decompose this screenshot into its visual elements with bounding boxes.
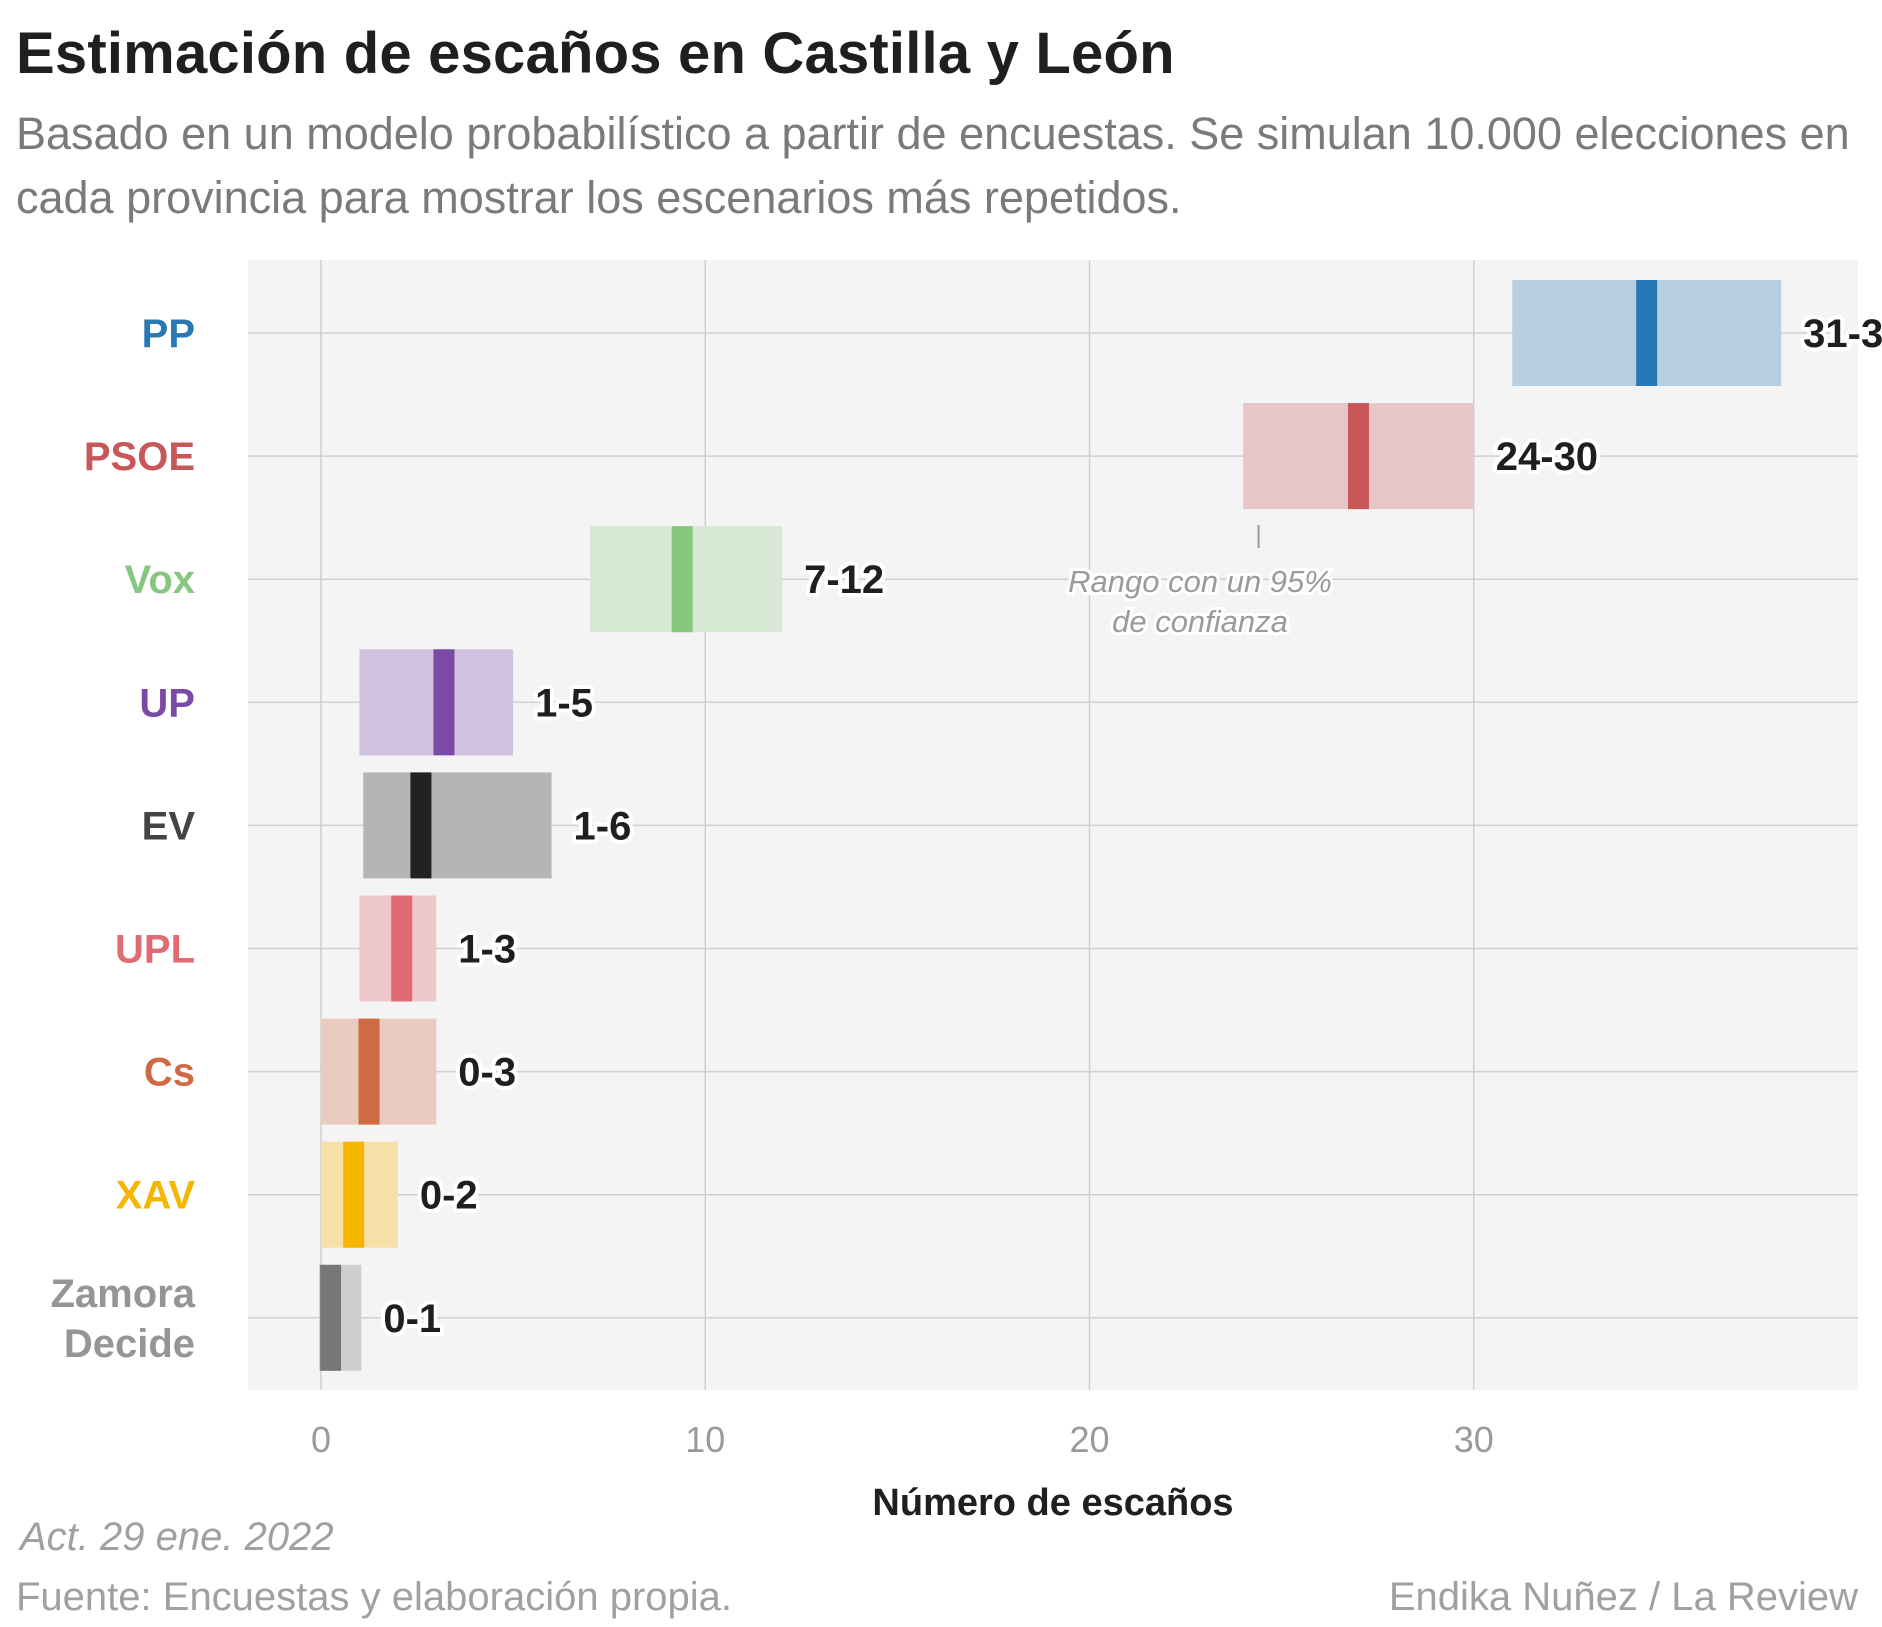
- x-tick-label: 20: [1069, 1419, 1109, 1460]
- party-label: UPL: [115, 928, 195, 972]
- value-label: 24-30: [1496, 435, 1598, 479]
- range-bar: [363, 772, 552, 879]
- x-tick-label: 0: [311, 1419, 331, 1460]
- median-bar: [1636, 280, 1658, 386]
- chart-subtitle: Basado en un modelo probabilístico a par…: [16, 108, 1850, 223]
- x-axis-label: Número de escaños: [872, 1482, 1233, 1524]
- author-credit: Endika Nuñez / La Review: [1388, 1575, 1858, 1619]
- value-label: 1-6: [574, 804, 632, 848]
- party-label: EV: [142, 804, 196, 848]
- party-label: Zamora: [51, 1272, 196, 1316]
- median-bar: [410, 772, 432, 879]
- party-label: UP: [139, 681, 195, 725]
- value-label: 1-5: [535, 681, 593, 725]
- annotation-halo: de confianza: [1112, 604, 1288, 639]
- chart-title: Estimación de escaños en Castilla y León: [16, 21, 1175, 86]
- median-bar: [358, 1018, 380, 1125]
- x-tick-label: 10: [685, 1419, 725, 1460]
- value-label-halo: 0-2: [420, 1174, 478, 1218]
- value-label-halo: 0-1: [383, 1297, 441, 1341]
- median-bar: [343, 1141, 365, 1248]
- value-label: 31-38: [1803, 312, 1882, 356]
- value-label-halo: 31-38: [1803, 312, 1882, 356]
- annotation-halo: Rango con un 95%: [1068, 564, 1332, 599]
- x-tick-label: 30: [1454, 1419, 1494, 1460]
- party-label: Decide: [64, 1322, 195, 1366]
- median-bar: [1347, 403, 1369, 510]
- value-label: 0-1: [383, 1297, 441, 1341]
- source-note: Fuente: Encuestas y elaboración propia.: [16, 1575, 732, 1619]
- value-label: 7-12: [804, 558, 884, 602]
- party-label: PSOE: [84, 435, 195, 479]
- value-label-halo: 7-12: [804, 558, 884, 602]
- value-label-halo: 1-6: [574, 804, 632, 848]
- party-label: Cs: [144, 1051, 195, 1095]
- median-bar: [391, 895, 413, 1002]
- value-label: 0-3: [458, 1051, 516, 1095]
- value-label-halo: 1-5: [535, 681, 593, 725]
- median-bar: [433, 649, 455, 756]
- value-label-halo: 0-3: [458, 1051, 516, 1095]
- value-label-halo: 24-30: [1496, 435, 1598, 479]
- party-label: Vox: [125, 558, 195, 602]
- annotation-text: Rango con un 95%: [1068, 564, 1332, 599]
- value-label-halo: 1-3: [458, 928, 516, 972]
- value-label: 1-3: [458, 928, 516, 972]
- party-label: PP: [142, 312, 195, 356]
- party-label: XAV: [116, 1174, 196, 1218]
- annotation-text: de confianza: [1112, 604, 1288, 639]
- value-label: 0-2: [420, 1174, 478, 1218]
- update-date: Act. 29 ene. 2022: [20, 1515, 334, 1559]
- median-bar: [671, 526, 693, 633]
- median-bar: [320, 1264, 342, 1371]
